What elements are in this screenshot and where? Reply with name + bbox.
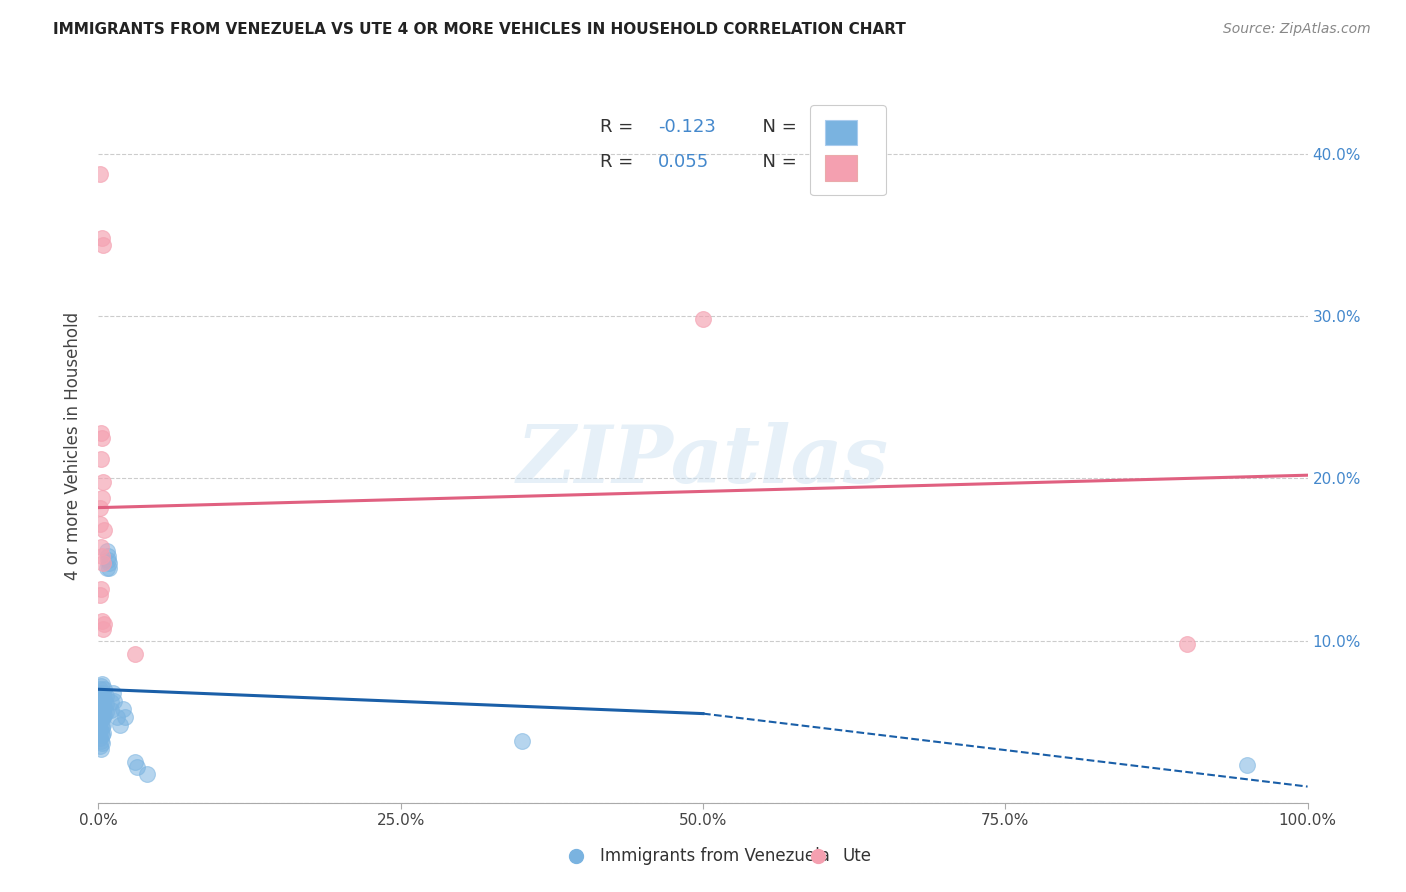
Point <box>510 734 533 748</box>
Point <box>90 452 112 467</box>
Point <box>91 711 114 725</box>
Text: N =: N = <box>751 153 803 171</box>
Point <box>89 682 111 697</box>
Point <box>93 524 115 538</box>
Point <box>89 706 111 721</box>
Text: 22: 22 <box>811 153 835 171</box>
Point <box>91 720 114 734</box>
Point <box>96 560 118 574</box>
Point <box>90 726 112 740</box>
Point <box>89 167 111 181</box>
Text: Ute: Ute <box>842 847 872 865</box>
Point <box>93 617 115 632</box>
Point <box>89 731 111 745</box>
Point <box>91 726 114 740</box>
Point <box>89 516 111 531</box>
Point <box>94 689 117 703</box>
Text: 0.055: 0.055 <box>658 153 710 171</box>
Point <box>98 556 121 570</box>
Point <box>91 431 114 445</box>
Point <box>91 703 114 717</box>
Point <box>101 685 124 699</box>
Point <box>90 711 112 725</box>
Text: ZIPatlas: ZIPatlas <box>517 422 889 499</box>
Text: R =: R = <box>600 153 640 171</box>
Point <box>89 723 111 737</box>
Point <box>89 702 111 716</box>
Point <box>93 700 115 714</box>
Point <box>90 582 112 596</box>
Point <box>91 549 114 564</box>
Point <box>90 425 112 440</box>
Point <box>1236 758 1258 772</box>
Point <box>89 685 111 699</box>
Point <box>91 614 114 628</box>
Point <box>90 718 112 732</box>
Point <box>91 238 114 252</box>
Point <box>91 491 114 505</box>
Point <box>91 728 114 742</box>
Text: N =: N = <box>751 118 803 136</box>
Point <box>90 705 112 719</box>
Point <box>90 690 112 705</box>
Point <box>93 708 115 723</box>
Point <box>91 695 114 709</box>
Point <box>111 702 134 716</box>
Text: IMMIGRANTS FROM VENEZUELA VS UTE 4 OR MORE VEHICLES IN HOUSEHOLD CORRELATION CHA: IMMIGRANTS FROM VENEZUELA VS UTE 4 OR MO… <box>53 22 907 37</box>
Text: Source: ZipAtlas.com: Source: ZipAtlas.com <box>1223 22 1371 37</box>
Point <box>135 766 157 780</box>
Point <box>96 544 118 558</box>
Point <box>91 622 114 636</box>
Text: R =: R = <box>600 118 640 136</box>
Point <box>91 710 114 724</box>
Point <box>93 692 115 706</box>
Point <box>90 679 112 693</box>
Point <box>91 736 114 750</box>
Text: -0.123: -0.123 <box>658 118 716 136</box>
Text: 57: 57 <box>811 118 835 136</box>
Point <box>124 756 146 770</box>
Point <box>90 734 112 748</box>
Point <box>90 540 112 554</box>
Point <box>91 475 114 489</box>
Point <box>90 698 112 713</box>
Point <box>97 552 120 566</box>
Point <box>98 560 121 574</box>
Text: Immigrants from Venezuela: Immigrants from Venezuela <box>600 847 830 865</box>
Point <box>91 693 114 707</box>
Point <box>91 231 114 245</box>
Point <box>91 687 114 701</box>
Legend: , : , <box>810 105 886 195</box>
Y-axis label: 4 or more Vehicles in Household: 4 or more Vehicles in Household <box>65 312 83 580</box>
Point <box>93 682 115 697</box>
Point <box>90 742 112 756</box>
Point <box>127 760 149 774</box>
Point <box>91 685 114 699</box>
Point <box>91 556 114 570</box>
Point <box>89 588 111 602</box>
Point <box>91 702 114 716</box>
Point <box>105 710 128 724</box>
Point <box>108 718 131 732</box>
Point <box>94 697 117 711</box>
Point <box>114 710 136 724</box>
Point <box>1175 637 1198 651</box>
Point <box>89 739 111 753</box>
Point <box>100 695 122 709</box>
Point <box>100 703 122 717</box>
Point <box>89 714 111 729</box>
Point <box>94 705 117 719</box>
Point <box>91 677 114 691</box>
Point <box>103 693 125 707</box>
Point <box>124 647 146 661</box>
Point <box>91 718 114 732</box>
Point <box>97 549 120 564</box>
Point <box>89 500 111 515</box>
Point <box>89 693 111 707</box>
Point <box>692 312 714 326</box>
